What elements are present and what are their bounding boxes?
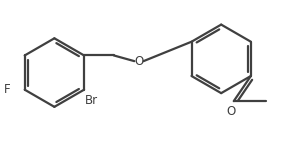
Text: O: O bbox=[134, 55, 144, 68]
Text: F: F bbox=[4, 83, 11, 96]
Text: O: O bbox=[227, 105, 236, 117]
Text: Br: Br bbox=[85, 94, 98, 107]
